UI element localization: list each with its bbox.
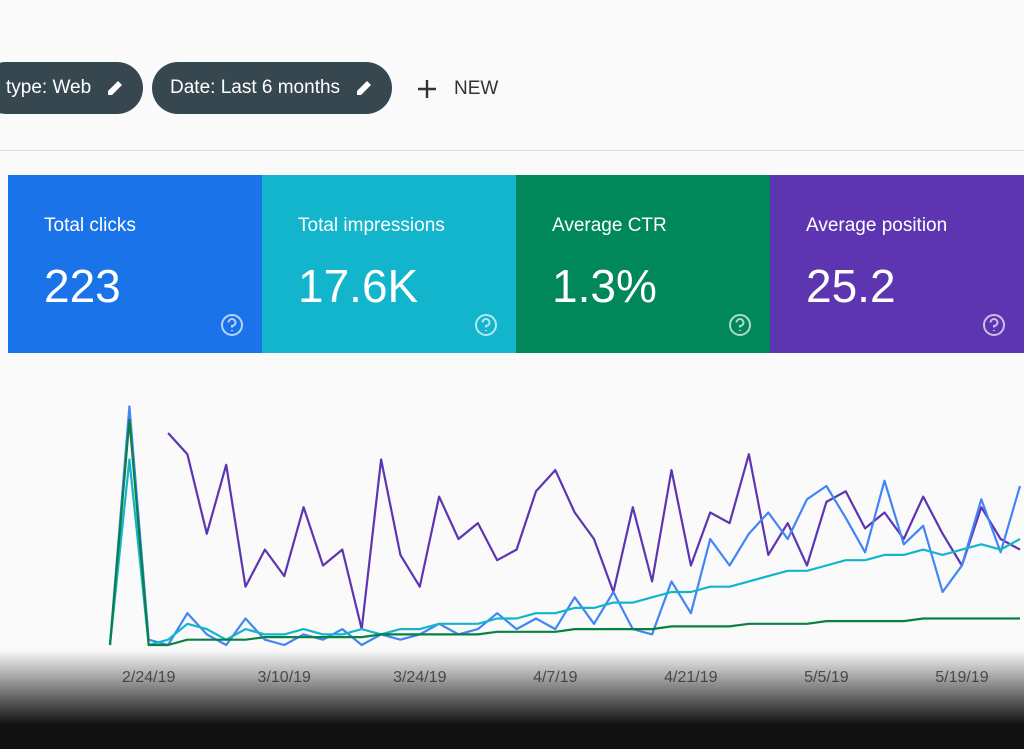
help-circle bbox=[475, 314, 497, 336]
filter-chip[interactable]: type: Web bbox=[0, 62, 144, 114]
help-glyph bbox=[989, 318, 999, 331]
filter-bar: type: Web Date: Last 6 months NEW bbox=[0, 0, 1024, 151]
x-tick-label: 2/24/19 bbox=[122, 669, 175, 686]
chip-label: type: Web bbox=[6, 77, 92, 98]
help-glyph bbox=[227, 318, 237, 331]
button-label: NEW bbox=[454, 78, 499, 99]
filter-chip[interactable]: Date: Last 6 months bbox=[152, 62, 393, 114]
metric-value: 25.2 bbox=[806, 260, 896, 312]
help-circle bbox=[221, 314, 243, 336]
help-glyph bbox=[735, 318, 745, 331]
metric-card[interactable]: Average CTR 1.3% bbox=[516, 175, 770, 353]
x-tick-label: 4/21/19 bbox=[664, 669, 717, 686]
chart: 2/24/19 3/10/19 3/24/19 4/7/19 4/21/19 5/5/19… bbox=[108, 405, 1022, 686]
metric-value: 223 bbox=[44, 260, 121, 312]
x-tick-label: 3/10/19 bbox=[258, 669, 311, 686]
series-line bbox=[108, 418, 1020, 647]
x-tick-label: 5/19/19 bbox=[935, 669, 988, 686]
metric-card[interactable]: Total clicks 223 bbox=[8, 175, 262, 353]
metric-label: Average position bbox=[806, 215, 948, 236]
metric-cards: Total clicks 223 Total impressions 17.6K Ave… bbox=[8, 175, 1024, 353]
chip-label: Date: Last 6 months bbox=[170, 77, 341, 98]
x-tick-label: 4/7/19 bbox=[533, 669, 578, 686]
help-icon bbox=[729, 314, 751, 336]
metric-value: 17.6K bbox=[298, 260, 419, 312]
metric-card[interactable]: Total impressions 17.6K bbox=[262, 175, 516, 353]
help-glyph bbox=[481, 318, 491, 331]
help-circle bbox=[983, 314, 1005, 336]
new-filter-button[interactable]: NEW bbox=[416, 78, 498, 100]
help-icon bbox=[983, 314, 1005, 336]
edit-icon bbox=[357, 81, 372, 95]
help-icon bbox=[221, 314, 243, 336]
series-line bbox=[167, 432, 1021, 631]
help-circle bbox=[729, 314, 751, 336]
series-line bbox=[108, 458, 1021, 647]
metric-card[interactable]: Average position 25.2 bbox=[770, 175, 1024, 353]
x-tick-label: 3/24/19 bbox=[393, 669, 446, 686]
edit-icon bbox=[108, 81, 123, 95]
metric-value: 1.3% bbox=[552, 260, 657, 312]
plus-icon bbox=[418, 80, 436, 98]
metric-label: Total clicks bbox=[44, 215, 136, 236]
metric-label: Average CTR bbox=[552, 215, 667, 236]
series-line bbox=[108, 405, 1022, 647]
help-icon bbox=[475, 314, 497, 336]
x-tick-label: 5/5/19 bbox=[804, 669, 849, 686]
metric-label: Total impressions bbox=[298, 215, 445, 236]
